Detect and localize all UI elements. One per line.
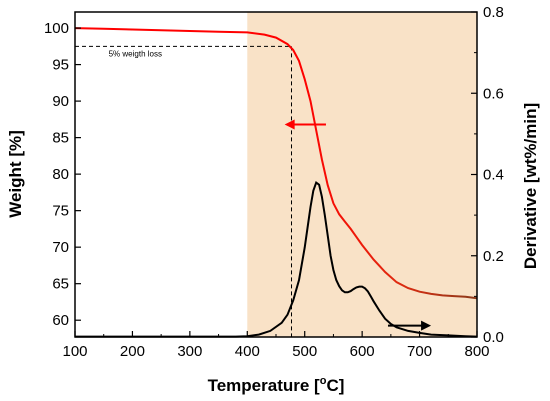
x-tick-label: 500 xyxy=(292,343,317,360)
derivative-series-line xyxy=(75,181,478,338)
y-left-tick-label: 100 xyxy=(44,20,69,37)
x-axis-title-base: Temperature [ xyxy=(208,376,320,395)
x-tick-label: 800 xyxy=(464,343,489,360)
y-left-tick-label: 65 xyxy=(52,276,69,293)
y-left-tick-label: 95 xyxy=(52,57,69,74)
x-tick-label: 300 xyxy=(177,343,202,360)
x-tick-label: 100 xyxy=(62,343,87,360)
y-left-tick-label: 75 xyxy=(52,203,69,220)
x-tick-label: 200 xyxy=(120,343,145,360)
y-right-tick-label: 0.2 xyxy=(483,248,504,265)
y-left-tick-label: 85 xyxy=(52,130,69,147)
shaded-region xyxy=(247,12,477,337)
five-percent-annotation: 5% weigth loss xyxy=(109,49,162,58)
derivative-arrow xyxy=(387,320,432,331)
x-tick-label: 700 xyxy=(407,343,432,360)
x-axis-title: Temperature [oC] xyxy=(208,375,345,395)
y-right-axis-title: Derivative [wt%/min] xyxy=(521,103,540,269)
weight-arrow-head xyxy=(284,119,295,130)
x-tick-label: 400 xyxy=(235,343,260,360)
weight-series-line xyxy=(74,27,478,300)
y-right-tick-label: 0.6 xyxy=(483,85,504,102)
y-left-axis-title: Weight [%] xyxy=(6,130,25,218)
y-right-tick-label: 0.8 xyxy=(483,4,504,21)
derivative-arrow-head xyxy=(421,320,432,331)
y-right-tick-label: 0.0 xyxy=(483,329,504,346)
y-left-tick-label: 70 xyxy=(52,239,69,256)
weight-arrow xyxy=(284,119,326,130)
y-left-tick-label: 80 xyxy=(52,166,69,183)
x-tick-label: 600 xyxy=(350,343,375,360)
x-axis-title-sup: o xyxy=(320,375,327,387)
y-right-tick-label: 0.4 xyxy=(483,167,504,184)
x-axis-title-tail: C] xyxy=(326,376,344,395)
y-left-tick-label: 60 xyxy=(52,312,69,329)
x-axis-ticks: 100 200 300 400 500 600 700 800 xyxy=(62,331,490,360)
y-right-axis-ticks: 0.0 0.2 0.4 0.6 0.8 xyxy=(471,4,504,346)
y-left-tick-label: 90 xyxy=(52,93,69,110)
y-left-axis-ticks: 60 65 70 75 80 85 90 95 100 xyxy=(44,20,81,329)
